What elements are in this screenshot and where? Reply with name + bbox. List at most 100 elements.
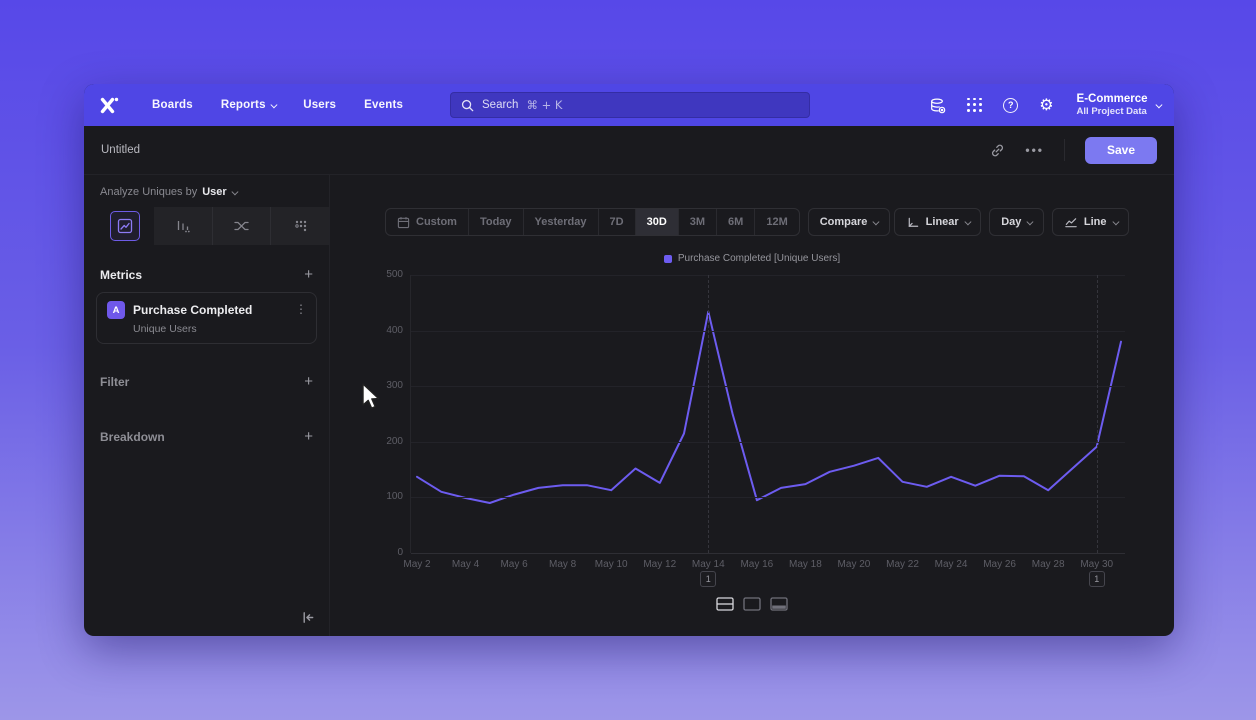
analyze-entity-dropdown[interactable]: User (202, 186, 227, 198)
project-scope: All Project Data (1076, 106, 1147, 118)
metric-aggregation[interactable]: Unique Users (133, 323, 197, 335)
copy-link-icon[interactable] (990, 143, 1005, 158)
annotation-badge[interactable]: 1 (700, 571, 717, 587)
collapse-sidebar-button[interactable] (300, 610, 315, 630)
range-yesterday-button[interactable]: Yesterday (522, 209, 598, 235)
range-6m-button[interactable]: 6M (716, 209, 754, 235)
app-window: Boards Reports Users Events Search ⌘ + K… (84, 84, 1174, 636)
range-3m-button[interactable]: 3M (677, 209, 716, 235)
x-axis-label: May 28 (1031, 559, 1065, 570)
report-title[interactable]: Untitled (101, 144, 140, 156)
layout-table-bottom-icon[interactable] (770, 597, 788, 611)
retention-dots-icon (295, 220, 307, 232)
x-axis-label: May 6 (500, 559, 528, 570)
gridline-horizontal (411, 497, 1125, 499)
x-axis-label: May 8 (549, 559, 577, 570)
nav-item-users[interactable]: Users (303, 99, 336, 111)
nav-item-boards[interactable]: Boards (152, 99, 193, 111)
search-placeholder: Search (482, 99, 519, 111)
collapse-left-icon (303, 612, 314, 623)
search-icon (461, 99, 474, 111)
range-30d-button-active[interactable]: 30D (634, 209, 678, 235)
metric-kebab-menu-icon[interactable]: ⋮ (295, 302, 307, 316)
flows-icon (234, 221, 249, 231)
filter-section-header: Filter + (100, 374, 313, 389)
range-today-button[interactable]: Today (467, 209, 523, 235)
y-axis-label: 200 (386, 435, 403, 447)
x-axis-label: May 2 (403, 559, 431, 570)
help-icon[interactable]: ? (1003, 97, 1019, 113)
filter-title: Filter (100, 374, 130, 389)
metric-event-name[interactable]: Purchase Completed (133, 303, 253, 317)
data-management-icon[interactable] (929, 97, 946, 114)
chart-type-label: Line (1083, 216, 1107, 228)
nav-item-label: Reports (220, 99, 266, 111)
view-toggle-group (716, 597, 788, 611)
add-breakdown-button[interactable]: + (304, 428, 313, 445)
x-axis-label: May 4 (451, 559, 480, 570)
top-navbar: Boards Reports Users Events Search ⌘ + K… (84, 84, 1174, 126)
y-axis-label: 400 (386, 324, 403, 336)
tab-retention[interactable] (270, 207, 329, 245)
range-label: Custom (416, 216, 457, 228)
search-input[interactable]: Search ⌘ + K (450, 92, 810, 118)
tab-insights-active[interactable] (96, 207, 154, 245)
mixpanel-logo-icon[interactable] (100, 95, 124, 115)
chart-type-dropdown[interactable]: Line (1051, 208, 1129, 236)
save-button[interactable]: Save (1085, 136, 1157, 164)
tab-flows[interactable] (211, 207, 271, 245)
legend-swatch (663, 254, 672, 263)
layout-split-rows-icon[interactable] (716, 597, 734, 611)
add-filter-button[interactable]: + (304, 373, 313, 390)
metrics-section-header: Metrics + (100, 267, 313, 282)
analyze-row: Analyze Uniques by User (84, 175, 329, 198)
nav-item-reports[interactable]: Reports (220, 99, 277, 111)
nav-item-events[interactable]: Events (364, 99, 403, 111)
metric-card[interactable]: A Purchase Completed Unique Users ⋮ (96, 292, 317, 344)
nav-right-actions: ? ⚙ E-Commerce All Project Data (929, 92, 1162, 118)
annotation-line (708, 275, 710, 553)
date-range-segmented-control: Custom Today Yesterday 7D 30D 3M 6M 12M (385, 208, 800, 236)
compare-button[interactable]: Compare (807, 208, 890, 236)
line-chart (416, 310, 1122, 504)
annotation-badge[interactable]: 1 (1088, 571, 1105, 587)
settings-gear-icon[interactable]: ⚙ (1039, 95, 1054, 114)
range-custom-button[interactable]: Custom (386, 209, 468, 235)
layout-chart-only-icon[interactable] (743, 597, 761, 611)
x-axis-label: May 22 (886, 559, 919, 570)
chevron-down-icon (1027, 218, 1034, 225)
search-shortcut: ⌘ + K (526, 98, 563, 112)
chevron-down-icon (964, 218, 971, 225)
project-selector[interactable]: E-Commerce All Project Data (1076, 92, 1162, 118)
axis-scale-icon (908, 217, 918, 227)
metric-series-badge: A (107, 301, 125, 319)
chart-panel: Custom Today Yesterday 7D 30D 3M 6M 12M … (330, 175, 1174, 636)
range-12m-button[interactable]: 12M (754, 209, 798, 235)
bar-chart-icon (177, 221, 190, 233)
chevron-down-icon (231, 188, 238, 195)
y-axis-label: 0 (397, 547, 403, 558)
gridline-horizontal (411, 441, 1125, 443)
interval-dropdown[interactable]: Day (989, 208, 1044, 236)
legend-label: Purchase Completed [Unique Users] (677, 253, 841, 264)
x-axis-label: May 12 (643, 559, 677, 570)
date-range-toolbar: Custom Today Yesterday 7D 30D 3M 6M 12M … (385, 208, 890, 236)
chevron-down-icon (873, 218, 880, 225)
chart-display-toolbar: Linear Day Line (893, 208, 1129, 236)
interval-label: Day (1001, 216, 1022, 228)
range-7d-button[interactable]: 7D (597, 209, 635, 235)
chart-legend[interactable]: Purchase Completed [Unique Users] (330, 253, 1174, 264)
tab-funnels[interactable] (153, 207, 212, 245)
nav-item-label: Users (303, 99, 337, 111)
nav-item-label: Events (364, 99, 404, 111)
x-axis-label: May 20 (837, 559, 871, 570)
chart-plot[interactable]: 0 100 200 300 400 500 May 2 May 4 May 6 May 8 May … (386, 269, 1125, 587)
analyze-prefix-label: Analyze Uniques by (100, 186, 198, 198)
gridline-horizontal (411, 386, 1125, 388)
apps-grid-icon[interactable] (967, 97, 982, 113)
more-options-button[interactable]: ••• (1025, 143, 1044, 157)
scale-dropdown[interactable]: Linear (893, 208, 982, 236)
gridline-horizontal (411, 275, 1125, 276)
add-metric-button[interactable]: + (304, 266, 313, 283)
metrics-title: Metrics (100, 267, 143, 282)
